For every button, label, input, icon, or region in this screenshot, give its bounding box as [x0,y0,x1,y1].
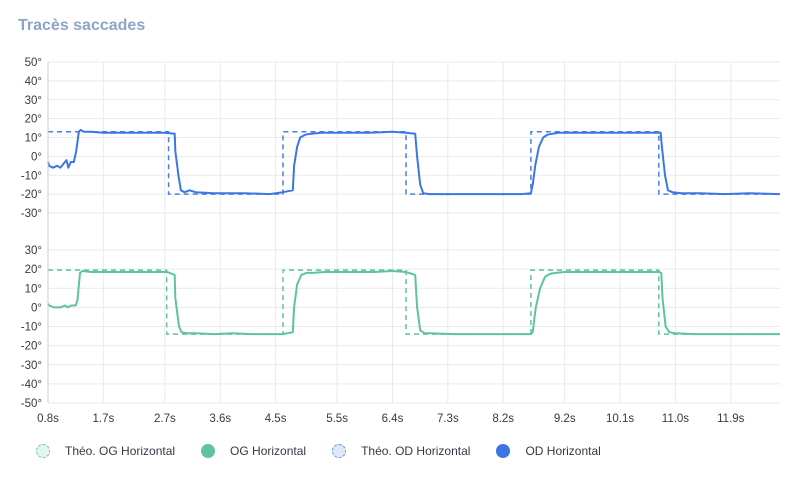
legend-item[interactable]: Théo. OG Horizontal [36,444,175,458]
series-line-od-horizontal [47,128,781,196]
legend-swatch [496,444,511,458]
legend-swatch [36,444,50,458]
series-line-th-o-og-horizontal [48,269,780,335]
y-tick-label: 30° [25,95,42,107]
legend-label: OG Horizontal [230,444,307,458]
x-tick-label: 5.5s [326,413,348,425]
x-tick-label: 2.7s [154,413,176,425]
x-tick-label: 0.8s [37,413,59,425]
x-tick-label: 11.0s [662,413,690,425]
legend-label: Théo. OD Horizontal [361,444,471,458]
x-tick-label: 10.1s [606,413,634,425]
y-tick-label: -10° [21,170,42,182]
y-tick-label: 30° [25,245,42,257]
y-tick-label: 0° [31,302,42,314]
chart-legend: Théo. OG Horizontal OG Horizontal Théo. OD… [36,444,627,458]
legend-item[interactable]: OD Horizontal [496,444,601,458]
y-tick-label: 20° [25,114,42,126]
y-tick-label: -20° [21,341,42,353]
x-tick-label: 1.7s [92,413,114,425]
y-tick-label: 0° [31,151,42,163]
y-tick-label: -40° [21,379,42,391]
legend-swatch [332,444,347,458]
y-tick-label: -10° [21,322,42,334]
y-tick-label: -30° [21,360,42,372]
legend-label: Théo. OG Horizontal [65,444,176,458]
y-tick-label: -30° [21,208,42,220]
series-line-og-horizontal [47,270,780,336]
y-tick-label: 50° [25,57,42,69]
legend-label: OD Horizontal [525,444,601,458]
y-tick-label: 10° [25,133,42,145]
series-line-th-o-od-horizontal [48,131,780,195]
y-tick-label: -20° [21,189,42,201]
x-tick-label: 3.6s [209,413,231,425]
y-tick-label: 20° [25,264,42,276]
y-tick-label: -50° [21,398,42,410]
x-tick-label: 7.3s [437,413,459,425]
x-tick-label: 9.2s [554,413,576,425]
x-tick-label: 8.2s [492,413,514,425]
y-tick-label: 10° [25,283,42,295]
x-tick-label: 11.9s [717,413,745,425]
chart-title: Tracès saccades [18,17,146,34]
legend-item[interactable]: OG Horizontal [201,444,306,458]
x-tick-label: 6.4s [382,413,404,425]
x-tick-label: 4.5s [265,413,287,425]
y-tick-label: 40° [25,76,42,88]
legend-swatch [201,444,216,458]
legend-item[interactable]: Théo. OD Horizontal [332,444,470,458]
